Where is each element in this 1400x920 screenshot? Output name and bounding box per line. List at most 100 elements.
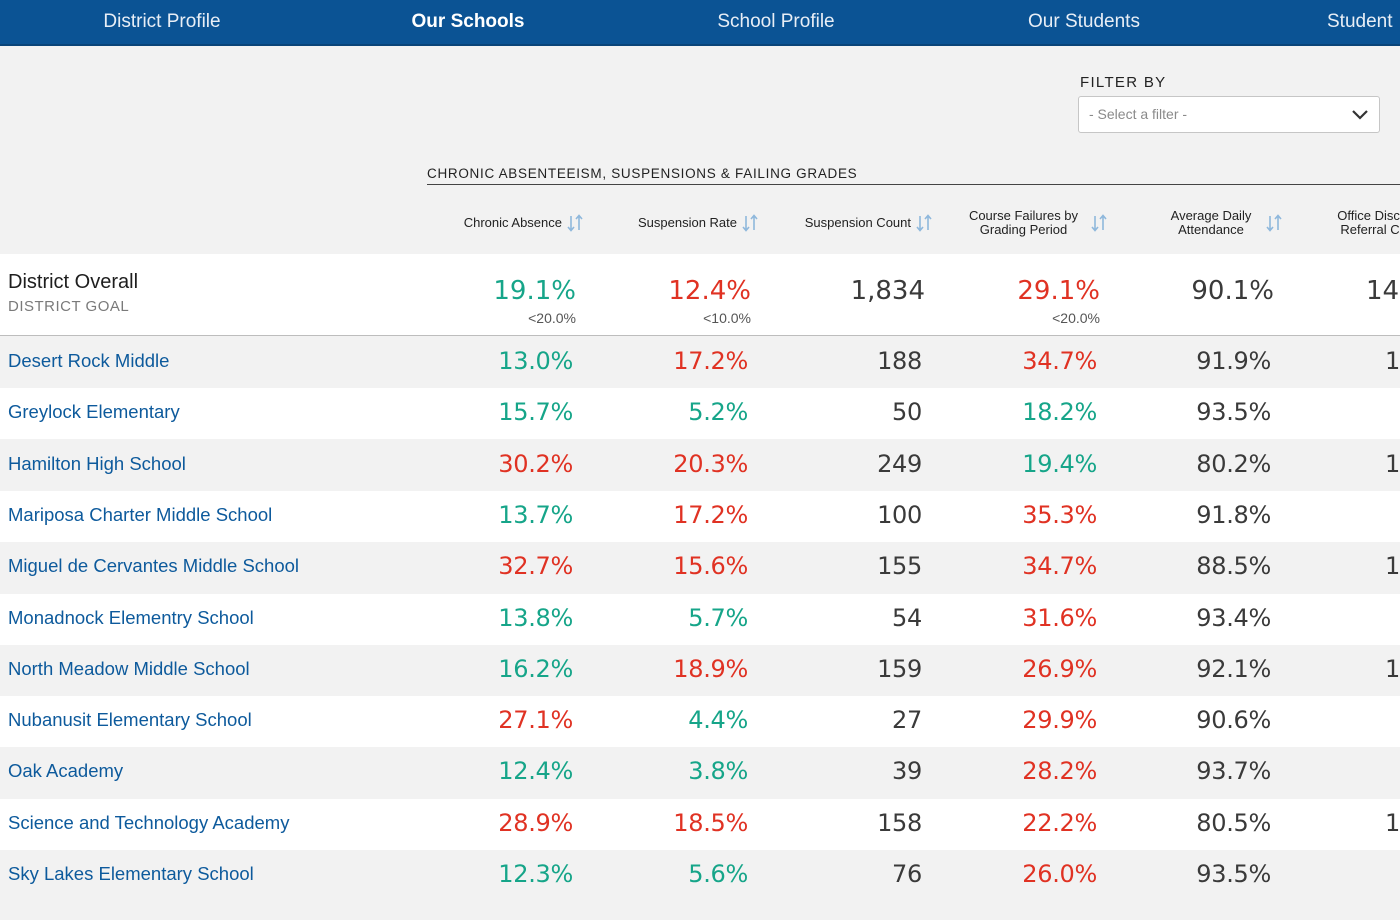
suspension-rate-value: 5.2% — [688, 398, 748, 427]
course-failures-value: 26.9% — [1022, 654, 1097, 683]
section-divider — [427, 184, 1400, 185]
suspension-count-value: 39 — [892, 757, 922, 786]
table-row: Mariposa Charter Middle School 13.7% 17.2%… — [0, 490, 1400, 542]
course-failures-value: 22.2% — [1022, 808, 1097, 837]
school-name-link[interactable]: Nubanusit Elementary School — [8, 709, 252, 731]
district-chronic-absence-goal: <20.0% — [528, 310, 576, 326]
chronic-absence-value: 27.1% — [498, 706, 573, 735]
column-label: Chronic Absence — [463, 215, 562, 230]
chronic-absence-value: 13.0% — [498, 347, 573, 375]
course-failures-value: 29.9% — [1022, 706, 1097, 735]
suspension-rate-value: 18.9% — [673, 654, 748, 683]
average-daily-attendance-value: 93.4% — [1196, 603, 1271, 632]
nav-student[interactable]: Student — [1327, 11, 1393, 32]
table-row: Miguel de Cervantes Middle School 32.7% 15… — [0, 542, 1400, 594]
column-header-office-discipline-referral[interactable]: Office Disci Referral C — [1322, 200, 1400, 246]
course-failures-value: 35.3% — [1022, 500, 1097, 529]
section-title: CHRONIC ABSENTEEISM, SUSPENSIONS & FAILI… — [427, 166, 858, 181]
school-name-link[interactable]: Greylock Elementary — [8, 401, 180, 423]
table-row: Desert Rock Middle 13.0% 17.2% 188 34.7% 91.9… — [0, 337, 1400, 388]
table-row: Sky Lakes Elementary School 12.3% 5.6% 76 26… — [0, 850, 1400, 901]
column-label: Suspension Rate — [637, 215, 737, 230]
nav-our-students[interactable]: Our Students — [1028, 11, 1140, 32]
school-name-link[interactable]: Hamilton High School — [8, 452, 186, 474]
suspension-count-value: 100 — [877, 500, 922, 529]
district-suspension-count: 1,834 — [850, 276, 925, 306]
average-daily-attendance-value: 93.5% — [1196, 398, 1271, 427]
suspension-count-value: 249 — [877, 449, 922, 478]
course-failures-value: 34.7% — [1022, 552, 1097, 581]
district-overall-title: District Overall — [8, 271, 139, 293]
school-name-link[interactable]: Mariposa Charter Middle School — [8, 503, 273, 525]
school-name-link[interactable]: Science and Technology Academy — [8, 811, 290, 833]
sort-arrows-icon[interactable] — [1266, 214, 1282, 232]
column-header-course-failures[interactable]: Course Failures by Grading Period — [955, 200, 1107, 246]
course-failures-value: 26.0% — [1022, 860, 1097, 888]
suspension-rate-value: 4.4% — [688, 706, 748, 735]
school-name-link[interactable]: Desert Rock Middle — [8, 350, 170, 371]
nav-our-schools[interactable]: Our Schools — [411, 11, 525, 32]
average-daily-attendance-value: 80.2% — [1196, 449, 1271, 478]
district-chronic-absence: 19.1% — [493, 276, 576, 306]
course-failures-value: 34.7% — [1022, 347, 1097, 375]
filter-placeholder: - Select a filter - — [1089, 106, 1188, 122]
suspension-count-value: 54 — [892, 603, 922, 632]
average-daily-attendance-value: 91.9% — [1196, 347, 1271, 375]
nav-district-profile[interactable]: District Profile — [103, 11, 221, 32]
chevron-down-icon — [1352, 110, 1368, 120]
suspension-count-value: 155 — [877, 552, 922, 581]
top-navigation-bar: District Profile Our Schools School Prof… — [0, 0, 1400, 46]
sort-arrows-icon[interactable] — [742, 214, 758, 232]
column-header-suspension-rate[interactable]: Suspension Rate — [605, 200, 758, 246]
suspension-rate-value: 3.8% — [688, 757, 748, 786]
filter-label: FILTER BY — [1080, 74, 1167, 91]
course-failures-value: 28.2% — [1022, 757, 1097, 786]
chronic-absence-value: 32.7% — [498, 552, 573, 581]
sort-arrows-icon[interactable] — [916, 214, 932, 232]
column-header-chronic-absence[interactable]: Chronic Absence — [430, 200, 583, 246]
course-failures-value: 31.6% — [1022, 603, 1097, 632]
table-row: North Meadow Middle School 16.2% 18.9% 159 2… — [0, 644, 1400, 696]
filter-select[interactable]: - Select a filter - — [1078, 96, 1380, 133]
course-failures-value: 18.2% — [1022, 398, 1097, 427]
chronic-absence-value: 13.7% — [498, 500, 573, 529]
average-daily-attendance-value: 93.7% — [1196, 757, 1271, 786]
school-name-link[interactable]: Sky Lakes Elementary School — [8, 863, 254, 884]
suspension-rate-value: 18.5% — [673, 808, 748, 837]
school-name-link[interactable]: Miguel de Cervantes Middle School — [8, 555, 300, 577]
office-referral-value: 1 — [1385, 449, 1400, 478]
average-daily-attendance-value: 88.5% — [1196, 552, 1271, 581]
sort-arrows-icon[interactable] — [1091, 214, 1107, 232]
district-goal-label: DISTRICT GOAL — [8, 298, 130, 315]
sort-arrows-icon[interactable] — [567, 214, 583, 232]
average-daily-attendance-value: 91.8% — [1196, 500, 1271, 529]
column-header-average-daily-attendance[interactable]: Average Daily Attendance — [1150, 200, 1282, 246]
average-daily-attendance-value: 80.5% — [1196, 808, 1271, 837]
table-row: Hamilton High School 30.2% 20.3% 249 19.4% 80… — [0, 439, 1400, 491]
table-row: Nubanusit Elementary School 27.1% 4.4% 27 29… — [0, 696, 1400, 748]
district-course-failures: 29.1% — [1017, 276, 1100, 306]
nav-school-profile[interactable]: School Profile — [717, 11, 835, 32]
suspension-count-value: 188 — [877, 347, 922, 375]
district-average-daily-attendance: 90.1% — [1191, 276, 1274, 306]
chronic-absence-value: 16.2% — [498, 654, 573, 683]
suspension-count-value: 27 — [892, 706, 922, 735]
average-daily-attendance-value: 93.5% — [1196, 860, 1271, 888]
table-row: Monadnock Elementry School 13.8% 5.7% 54 31.… — [0, 593, 1400, 645]
school-name-link[interactable]: Oak Academy — [8, 760, 124, 782]
district-course-failures-goal: <20.0% — [1052, 310, 1100, 326]
district-overall-row: District Overall DISTRICT GOAL 19.1% <20… — [0, 254, 1400, 336]
district-suspension-rate-goal: <10.0% — [703, 310, 751, 326]
suspension-rate-value: 15.6% — [673, 552, 748, 581]
suspension-rate-value: 17.2% — [673, 500, 748, 529]
school-name-link[interactable]: Monadnock Elementry School — [8, 606, 254, 628]
column-label: Office Disci Referral C — [1337, 208, 1400, 237]
school-name-link[interactable]: North Meadow Middle School — [8, 657, 250, 679]
table-row: Oak Academy 12.4% 3.8% 39 28.2% 93.7% — [0, 747, 1400, 799]
table-row: Greylock Elementary 15.7% 5.2% 50 18.2% 93.5% — [0, 388, 1400, 440]
office-referral-value: 1 — [1385, 552, 1400, 581]
office-referral-value: 1 — [1385, 654, 1400, 683]
district-suspension-rate: 12.4% — [668, 276, 751, 306]
column-header-suspension-count[interactable]: Suspension Count — [772, 200, 932, 246]
chronic-absence-value: 12.3% — [498, 860, 573, 888]
